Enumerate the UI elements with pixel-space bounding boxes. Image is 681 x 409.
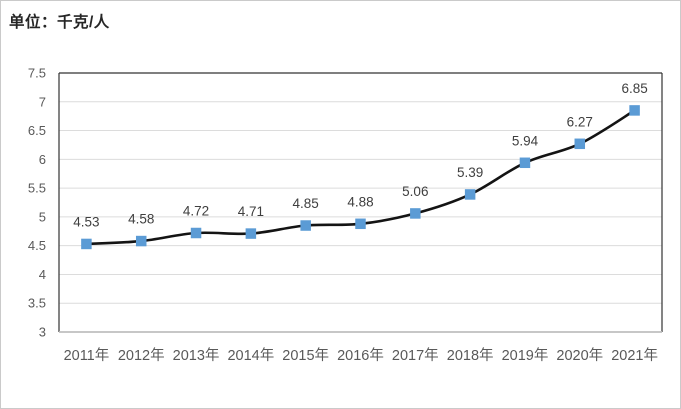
x-tick-label: 2020年 [556,347,603,364]
data-point-label: 6.85 [621,81,647,96]
x-tick-label: 2013年 [173,347,220,364]
data-point-marker [245,228,257,239]
y-tick-label: 3.5 [28,296,46,311]
x-tick-label: 2019年 [502,347,549,364]
data-point-marker [574,138,586,150]
data-point-label: 5.94 [512,133,539,148]
data-point-label: 5.39 [457,165,483,180]
data-point-label: 4.85 [293,196,319,211]
data-point-marker [135,235,147,247]
data-point-marker [355,218,366,230]
x-tick-label: 2021年 [611,347,658,364]
x-tick-label: 2014年 [227,347,274,364]
data-point-marker [410,208,421,219]
x-tick-label: 2011年 [64,347,110,364]
data-point-marker [300,220,311,231]
unit-label: 单位：千克/人 [9,14,110,31]
x-tick-label: 2012年 [118,347,165,364]
y-tick-label: 4 [39,267,46,282]
data-point-label: 5.06 [402,184,428,199]
x-tick-label: 2015年 [282,347,329,364]
y-tick-label: 6 [39,152,46,167]
y-tick-label: 5.5 [28,181,46,196]
y-tick-label: 4.5 [28,238,46,253]
x-tick-label: 2016年 [337,347,384,364]
data-point-marker [464,189,476,200]
data-point-label: 4.53 [73,214,99,229]
data-point-marker [190,227,202,239]
data-point-label: 6.27 [567,114,593,129]
data-point-label: 4.58 [128,212,154,227]
data-point-label: 4.71 [238,204,264,219]
y-tick-label: 6.5 [28,123,46,138]
y-tick-label: 7 [39,94,46,109]
y-tick-label: 3 [39,325,46,340]
x-tick-label: 2017年 [392,347,439,364]
y-tick-label: 5 [39,209,46,224]
data-point-label: 4.72 [183,204,209,219]
y-tick-label: 7.5 [28,66,46,81]
data-point-label: 4.88 [347,194,373,209]
data-point-marker [81,238,92,250]
data-point-marker [629,105,640,116]
data-point-marker [519,157,531,169]
x-tick-label: 2018年 [447,347,494,364]
